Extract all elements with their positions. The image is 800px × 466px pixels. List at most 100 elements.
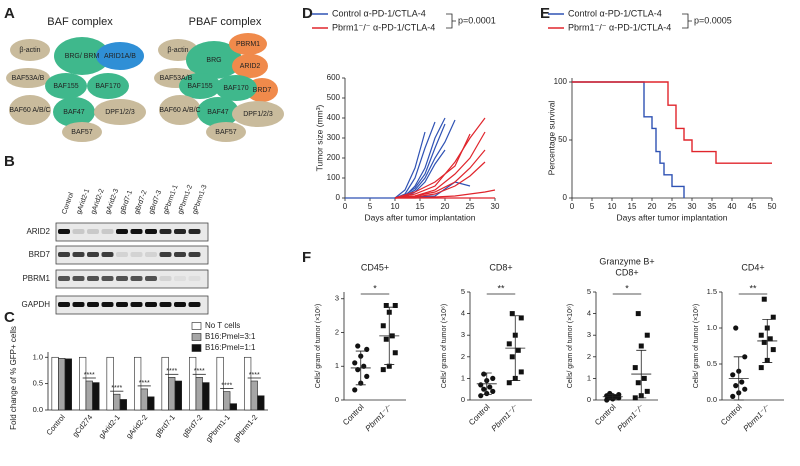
data-point [758, 332, 764, 338]
lane-label: gBrd7-2 [134, 189, 149, 215]
subunit-label: BRG [206, 57, 221, 64]
subunit-node [53, 97, 95, 127]
blot-band [145, 302, 157, 307]
data-point [638, 343, 644, 349]
error-bar [481, 372, 492, 395]
data-point [481, 371, 487, 377]
subunit-label: BAF155 [187, 83, 212, 90]
significance: **** [111, 385, 122, 392]
subunit-label: BRD7 [253, 87, 272, 94]
subunit-label: BAF60 A/B/C [159, 107, 200, 114]
data-point [380, 323, 386, 329]
x-tick-label: 5 [590, 202, 595, 211]
growth-line [394, 149, 486, 199]
subunit-label: BAF57 [215, 129, 237, 136]
significance: **** [166, 368, 177, 375]
blot-band [116, 252, 128, 257]
subunit-node [96, 42, 144, 70]
x-tick-label: 20 [441, 202, 450, 211]
data-point [364, 373, 370, 379]
plot-title: CD8+ [489, 262, 512, 272]
blot-band [159, 276, 172, 281]
data-point [730, 372, 736, 378]
data-point [506, 341, 512, 347]
x-tick-label: 25 [466, 202, 475, 211]
plot-title: CD4+ [741, 262, 764, 272]
significance: **** [194, 368, 205, 375]
subunit-node [215, 75, 257, 101]
data-point [730, 393, 736, 399]
data-point [515, 347, 521, 353]
error-bar [384, 306, 395, 365]
y-tick-label: 400 [327, 113, 341, 122]
growth-line [345, 181, 471, 199]
data-point [392, 303, 398, 308]
x-axis-title: Days after tumor implantation [364, 212, 475, 222]
bar [168, 377, 176, 411]
data-point [487, 384, 493, 390]
legend-label: Pbrm1⁻/⁻ α-PD-1/CTLA-4 [568, 22, 671, 32]
p-value: p=0.0001 [458, 15, 496, 25]
data-point [742, 386, 748, 392]
bar [250, 380, 258, 411]
bar [64, 358, 72, 411]
x-tick-label: 0 [343, 202, 348, 211]
x-tick-label: Pbrm1⁻/⁻ [742, 403, 773, 434]
blot-band [58, 302, 70, 307]
survival-curve [572, 81, 685, 198]
x-tick-label: gBrd7-2 [180, 413, 204, 439]
subunit-label: BAF53A/B [160, 75, 193, 82]
data-point [635, 380, 641, 386]
bar [195, 377, 203, 411]
blot-band [58, 229, 70, 234]
blot-band [145, 276, 157, 281]
lane-label: gArid2-1 [76, 188, 92, 215]
data-point [733, 325, 739, 331]
subunit-node [179, 73, 221, 99]
blot-band [101, 229, 114, 234]
blot-band [130, 252, 143, 257]
panel-label: B [4, 153, 15, 170]
blot-band [87, 252, 99, 257]
bar [140, 388, 148, 411]
x-tick-label: Control [44, 413, 67, 438]
legend-label: B16:Pmel=1:1 [205, 343, 256, 352]
y-tick-label: 5 [461, 287, 465, 296]
y-tick-label: 2 [587, 352, 591, 361]
lane-label: gArid2-3 [105, 188, 121, 215]
y-tick-label: 2 [461, 352, 465, 361]
x-tick-label: 15 [628, 202, 637, 211]
data-point [644, 332, 650, 338]
data-point [635, 311, 641, 317]
row-label: ARID2 [26, 227, 50, 236]
y-tick-label: 1 [587, 373, 591, 382]
blot-band [87, 229, 99, 234]
p-bracket [682, 13, 692, 29]
growth-line [394, 133, 471, 199]
significance: * [625, 283, 629, 293]
panel-label: A [4, 5, 15, 22]
data-point [383, 336, 389, 342]
data-point [632, 365, 638, 371]
data-point [770, 314, 776, 320]
y-tick-label: 1 [461, 373, 465, 382]
y-axis-title: Cells/ gram of tumor (×10⁶) [441, 304, 448, 388]
lane-label: gBrd7-1 [119, 189, 134, 215]
y-tick-label: 1 [335, 361, 339, 370]
x-tick-label: gBrd7-1 [153, 413, 177, 439]
data-point [478, 393, 484, 399]
y-tick-label: 5 [587, 287, 591, 296]
subunit-label: BAF60 A/B/C [9, 107, 50, 114]
y-tick-label: 0 [587, 395, 591, 404]
blot-band [145, 229, 157, 234]
x-tick-label: Control [467, 402, 492, 427]
data-point [518, 315, 524, 321]
x-tick-label: 10 [391, 202, 400, 211]
data-point [386, 363, 392, 369]
subunit-label: BAF170 [95, 83, 120, 90]
x-tick-label: 35 [708, 202, 717, 211]
complex-title: BAF complex [47, 16, 113, 28]
x-tick-label: Control [719, 402, 744, 427]
data-point [632, 395, 638, 401]
y-axis-title: Tumor size (mm³) [314, 104, 324, 171]
